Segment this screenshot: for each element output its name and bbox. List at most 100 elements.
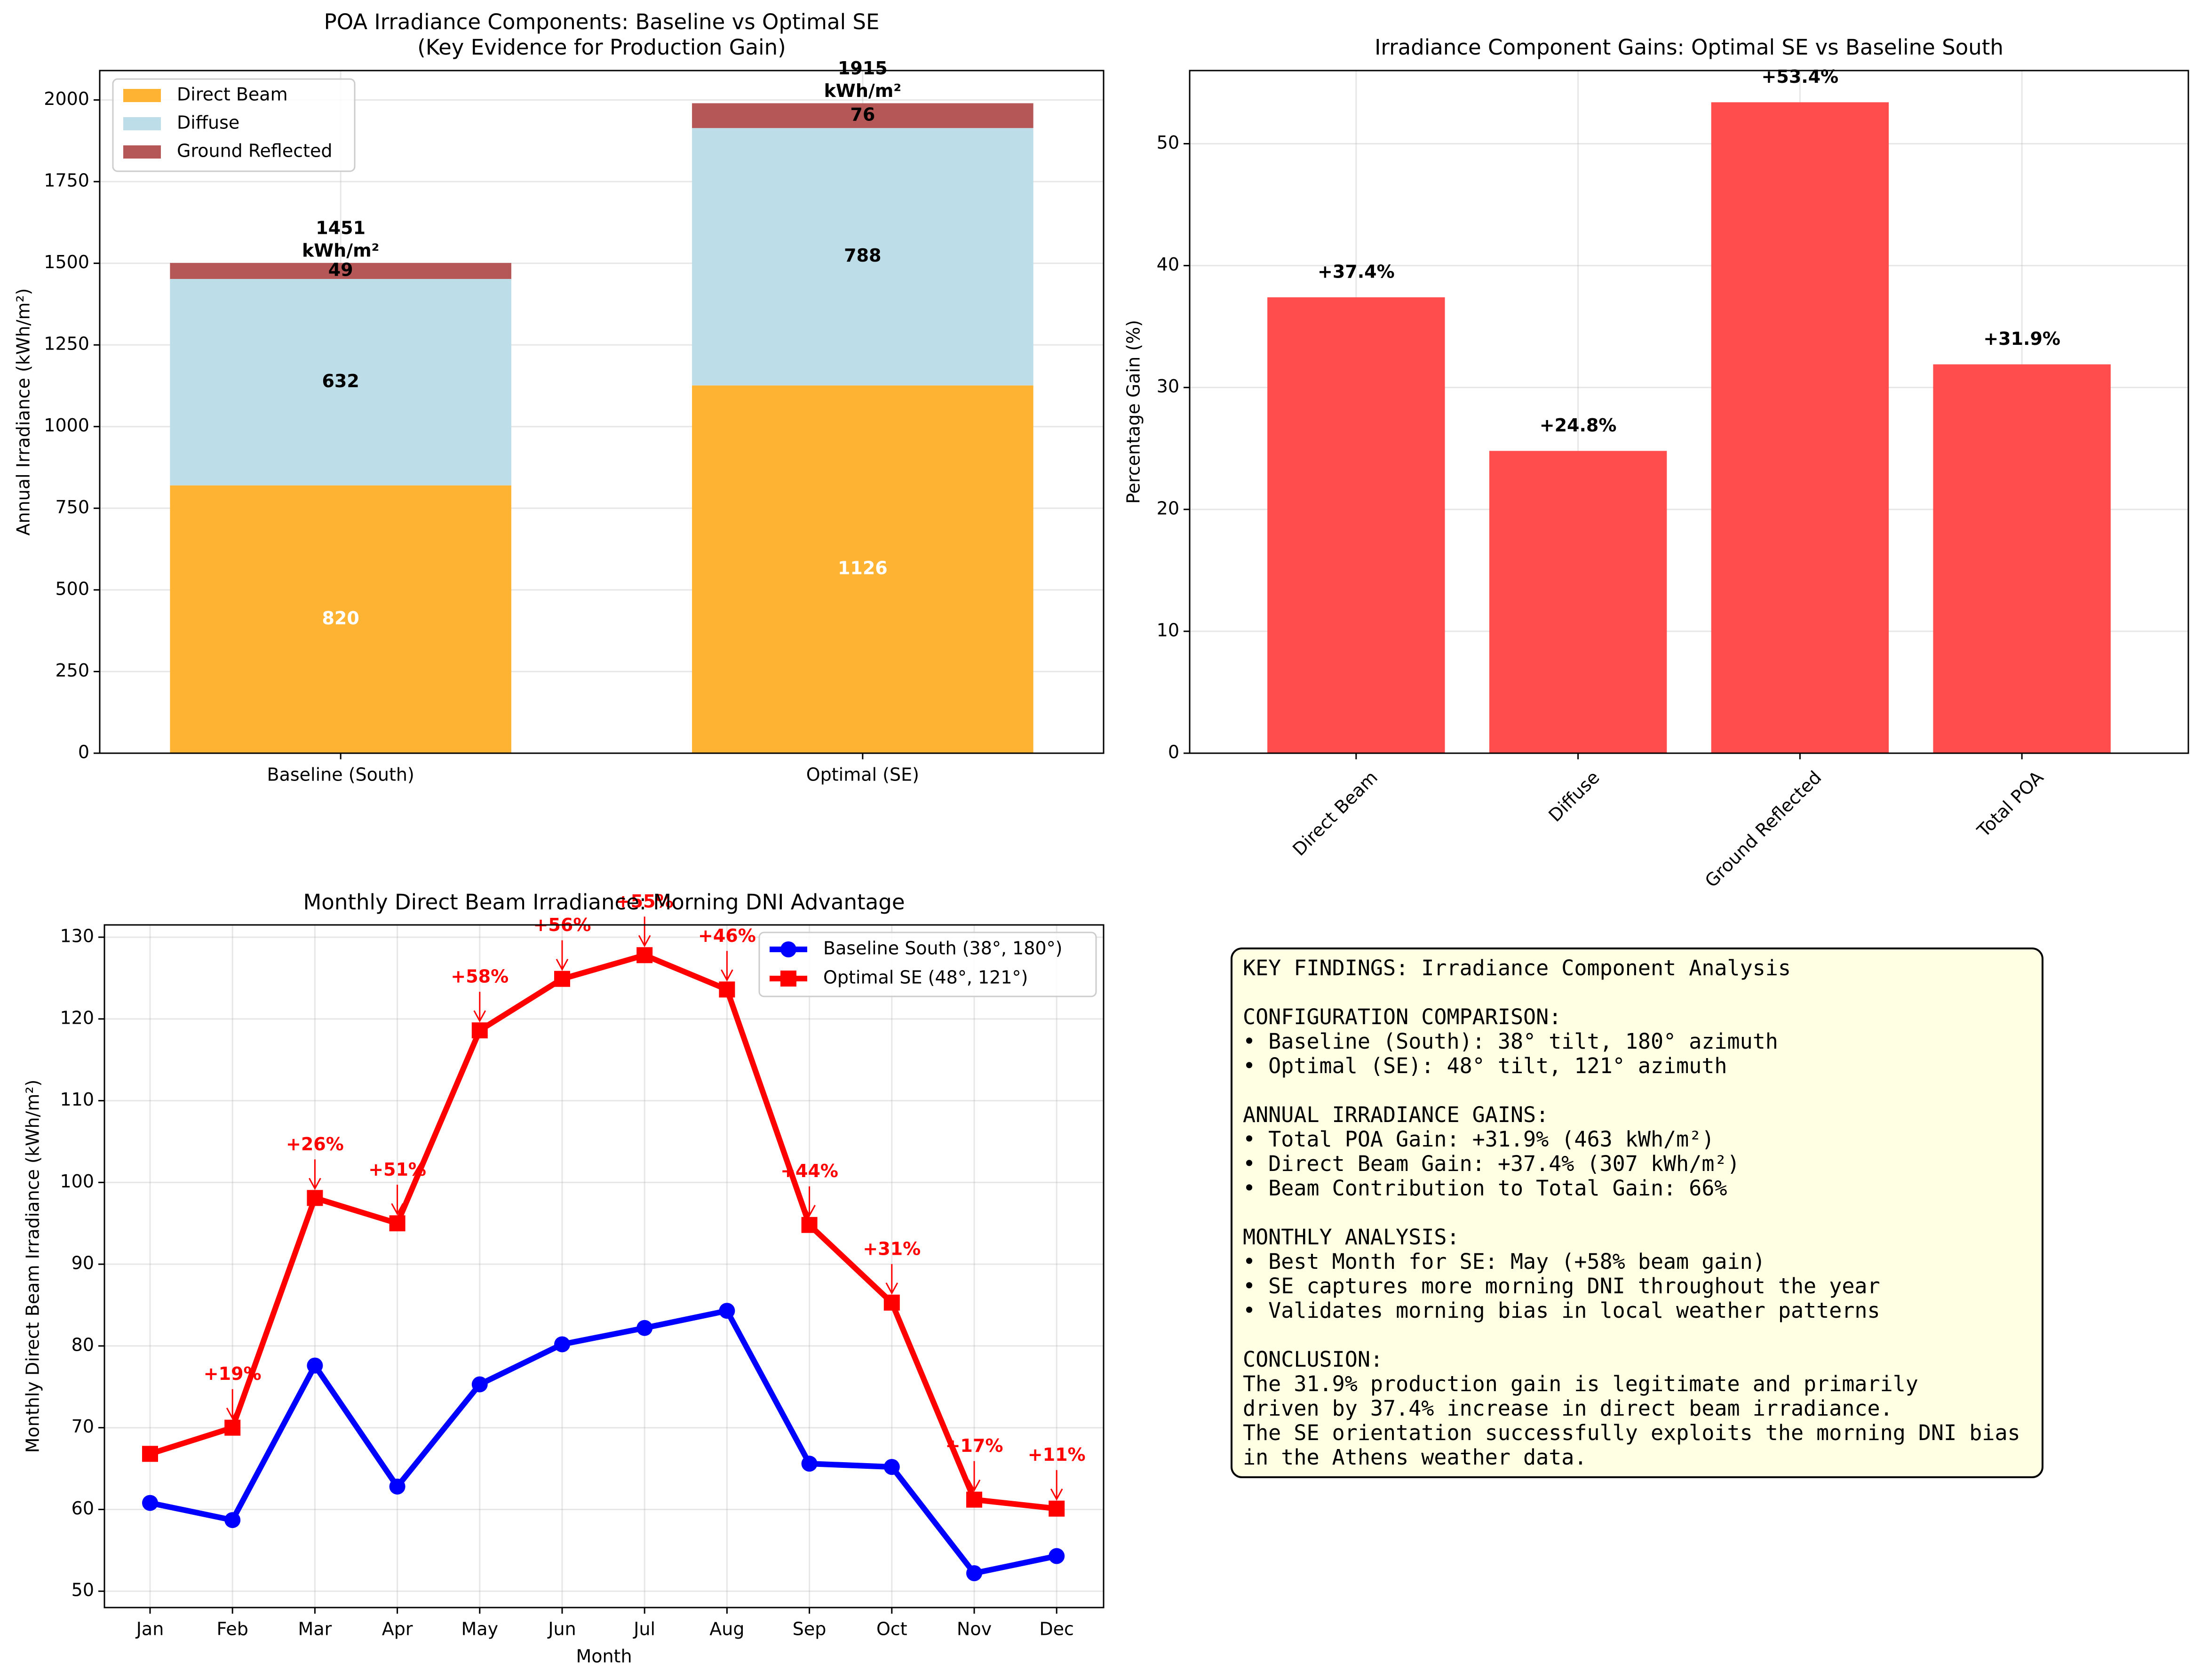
y-tick-label: 130 [60,926,94,947]
x-tick-label: Feb [217,1619,248,1640]
legend-label: Direct Beam [177,84,288,105]
legend-frame [112,78,356,172]
y-axis-label: Annual Irradiance (kWh/m²) [13,288,34,535]
bar-ground-reflected [692,103,1033,128]
axes-border [1189,70,2189,754]
annotation-arrowhead [556,958,569,971]
annotation-arrowhead [968,1479,981,1492]
legend-swatch [123,117,161,130]
findings-line [1243,1078,2031,1103]
findings-line [1243,1201,2031,1225]
y-tick-label: 90 [72,1253,94,1274]
y-tick-label: 80 [72,1334,94,1355]
findings-line: • Beam Contribution to Total Gain: 66% [1243,1176,1727,1201]
x-tick-label: Optimal (SE) [806,764,919,785]
findings-line: MONTHLY ANALYSIS: [1243,1225,1460,1250]
findings-line: KEY FINDINGS: Irradiance Component Analy… [1243,955,1791,980]
bar-value-label: 788 [844,245,881,266]
findings-line: • Direct Beam Gain: +37.4% (307 kWh/m²) [1243,1151,1740,1176]
gain-bar-label: +37.4% [1318,261,1395,282]
y-tick-label: 1250 [44,334,89,354]
y-tick-label: 2000 [44,88,89,109]
annotation-label: +44% [780,1161,838,1181]
y-tick-label: 1000 [44,415,89,436]
bar-total-label: kWh/m² [824,80,901,101]
bar-direct-beam [692,385,1033,753]
optimal-point [389,1215,405,1232]
optimal-point [1049,1500,1065,1517]
gain-bar [1711,102,1889,753]
baseline-point [1049,1548,1065,1564]
bar-total-label: 1451 [316,217,366,238]
findings-line: CONFIGURATION COMPARISON: [1243,1004,1562,1029]
bar-value-label: 632 [322,371,359,391]
y-tick-label: 60 [72,1498,94,1519]
bar-value-label: 49 [328,259,353,280]
optimal-point [801,1217,818,1233]
y-tick-label: 40 [1157,254,1179,275]
findings-line: • SE captures more morning DNI throughou… [1243,1274,1880,1298]
y-tick-label: 250 [55,660,89,681]
axes-border [103,924,1105,1608]
legend-label: Baseline South (38°, 180°) [823,938,1062,959]
annotation-arrowhead [885,1282,898,1295]
findings-line: driven by 37.4% increase in direct beam … [1243,1396,1893,1421]
x-tick-label: Apr [382,1619,413,1640]
optimal-point [224,1419,241,1436]
findings-line: CONCLUSION: [1243,1347,1383,1372]
findings-line [1243,980,2031,1005]
baseline-point [966,1565,982,1582]
chart-title: Monthly Direct Beam Irradiance: Morning … [303,890,905,915]
annotation-arrowhead [803,1205,816,1217]
gain-bar [1933,364,2111,753]
gain-bar-label: +53.4% [1762,66,1839,87]
series-line [149,952,1057,1512]
y-tick-label: 500 [55,578,89,599]
y-axis-label: Monthly Direct Beam Irradiance (kWh/m²) [23,1080,43,1453]
annotation-arrowhead [391,1203,404,1216]
optimal-point [883,1294,900,1311]
baseline-point [554,1336,570,1353]
findings-line [1243,1323,2031,1347]
legend-swatch [123,145,161,159]
legend-marker [780,941,796,957]
bar-ground-reflected [170,263,511,279]
optimal-point [719,981,735,998]
annotation-label: +46% [698,925,756,946]
x-tick-label: Dec [1039,1619,1074,1640]
y-tick-label: 10 [1157,620,1179,640]
findings-line: in the Athens weather data. [1243,1445,1587,1470]
x-tick-label: Sep [793,1619,827,1640]
x-tick-label: Jan [135,1619,164,1640]
legend-swatch [123,89,161,102]
axes-border [99,70,1105,754]
chart-title: Irradiance Component Gains: Optimal SE v… [1375,35,2003,60]
x-tick-label: Direct Beam [1288,767,1382,860]
bar-value-label: 76 [850,104,875,125]
optimal-point [471,1022,488,1039]
gain-bar-label: +31.9% [1983,328,2060,349]
annotation-arrowhead [638,935,651,947]
optimal-point [966,1491,982,1508]
annotation-label: +31% [863,1238,921,1259]
gain-bar [1267,297,1445,753]
annotation-label: +19% [204,1363,262,1384]
y-axis-label: Percentage Gain (%) [1123,320,1144,504]
y-tick-label: 50 [72,1580,94,1600]
y-tick-label: 0 [78,742,89,763]
findings-line: The 31.9% production gain is legitimate … [1243,1371,1918,1396]
y-tick-label: 1750 [44,170,89,191]
baseline-point [389,1478,405,1495]
findings-line: ANNUAL IRRADIANCE GAINS: [1243,1102,1549,1127]
x-tick-label: Ground Reflected [1701,767,1826,892]
baseline-point [142,1495,158,1511]
annotation-arrowhead [309,1178,321,1190]
optimal-point [307,1190,323,1206]
bar-diffuse [692,128,1033,386]
y-tick-label: 30 [1157,376,1179,397]
y-tick-label: 110 [60,1089,94,1110]
annotation-label: +17% [946,1435,1003,1456]
findings-line: • Baseline (South): 38° tilt, 180° azimu… [1243,1029,1778,1054]
y-tick-label: 70 [72,1416,94,1437]
